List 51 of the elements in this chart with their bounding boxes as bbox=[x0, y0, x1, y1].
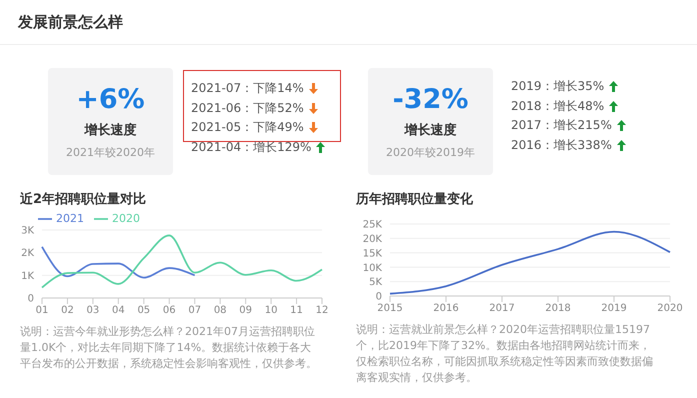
text: 发展前景怎么样 bbox=[18, 13, 123, 32]
x-tick-label: 2016 bbox=[433, 303, 459, 314]
text: 2016：增长338% bbox=[511, 136, 613, 154]
x-tick-label: 2018 bbox=[545, 303, 571, 314]
x-tick-label: 2019 bbox=[601, 303, 627, 314]
text: 2021-04：增长129% bbox=[191, 138, 312, 156]
x-tick-label: 10 bbox=[264, 305, 278, 316]
chart-title: 历年招聘职位量变化 bbox=[356, 190, 474, 208]
x-tick-label: 09 bbox=[239, 305, 252, 316]
chart-title: 近2年招聘职位量对比 bbox=[20, 191, 148, 208]
text: 2021-07：下降14% bbox=[191, 80, 305, 97]
text: 2017：增长215% bbox=[511, 117, 613, 134]
y-tick-label: 3K bbox=[21, 226, 34, 237]
x-tick-label: 2015 bbox=[377, 303, 403, 314]
y-tick-label: 25K bbox=[362, 220, 382, 231]
text: 2021年较2020年 bbox=[65, 145, 156, 160]
y-tick-label: 0 bbox=[376, 292, 382, 303]
text: 2018：增长48% bbox=[511, 98, 606, 114]
x-tick-label: 11 bbox=[290, 305, 303, 316]
text: 2019：增长35% bbox=[511, 78, 606, 95]
line-series bbox=[41, 234, 323, 288]
x-tick-label: 08 bbox=[214, 305, 227, 316]
y-tick-label: 20K bbox=[362, 234, 382, 245]
y-tick-label: 10K bbox=[362, 262, 382, 274]
y-tick-label: 0 bbox=[28, 294, 34, 305]
legend-label: 2020 bbox=[112, 212, 140, 226]
legend-label: 2021 bbox=[56, 212, 84, 226]
x-tick-label: 12 bbox=[316, 305, 328, 316]
text: 2020年较2019年 bbox=[385, 145, 476, 160]
x-tick-label: 2017 bbox=[489, 303, 515, 314]
y-tick-label: 2K bbox=[21, 248, 34, 260]
text: +6% bbox=[75, 84, 146, 115]
x-tick-label: 04 bbox=[112, 305, 125, 316]
text: 说明：运营就业前景怎么样？2020年运营招聘职位量15197个，比2019年下降了32%。数据由各地招聘网站统计而来，仅检索职位名称，可能因抓取系统稳定性等因素而致使数据偏离客观实情，仅供参考。 bbox=[356, 322, 654, 386]
x-tick-label: 02 bbox=[61, 305, 74, 316]
x-tick-label: 05 bbox=[137, 305, 150, 316]
y-tick-label: 1K bbox=[21, 270, 34, 282]
text: 2021-06：下降52% bbox=[191, 100, 305, 116]
line-series bbox=[41, 246, 196, 278]
x-tick-label: 06 bbox=[162, 305, 176, 316]
y-tick-label: 15K bbox=[362, 248, 382, 260]
x-tick-label: 03 bbox=[86, 305, 100, 316]
x-tick-label: 01 bbox=[36, 305, 48, 316]
x-tick-label: 07 bbox=[188, 305, 202, 316]
x-tick-label: 2020 bbox=[657, 303, 683, 314]
y-tick-label: 5K bbox=[369, 277, 382, 288]
text: 增长速度 bbox=[403, 122, 458, 139]
text: 2021-05：下降49% bbox=[191, 119, 305, 136]
text: 增长速度 bbox=[83, 122, 138, 139]
text: -32% bbox=[392, 84, 470, 115]
text: 说明：运营今年就业形势怎么样？2021年07月运营招聘职位量1.0K个，对比去年同期下降了14%。数据统计依赖于各大平台发布的公开数据，系统稳定性会影响客观性，仅供参考。 bbox=[20, 324, 318, 372]
